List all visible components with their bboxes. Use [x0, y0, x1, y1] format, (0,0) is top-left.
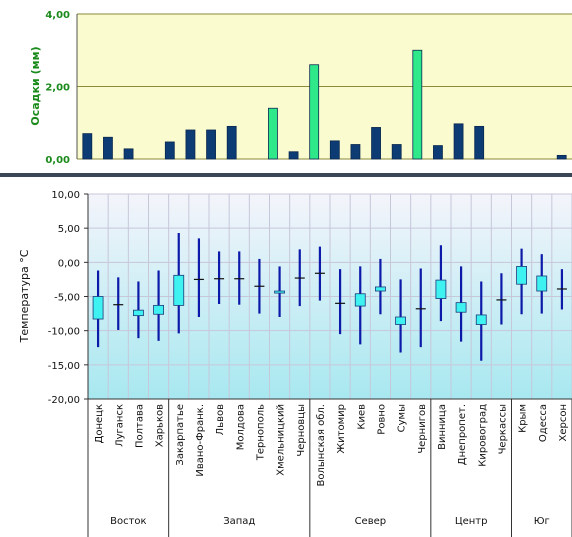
temperature-category-label: Молдова	[235, 404, 246, 450]
precip-bars	[82, 49, 567, 160]
precip-bar	[350, 144, 361, 160]
precip-panel: 0,00 2,00 4,00 Осадки (мм)	[29, 10, 572, 166]
precip-bar	[329, 140, 340, 160]
precip-grid	[76, 13, 572, 160]
temperature-body	[354, 293, 366, 307]
temperature-category-label: Тернополь	[255, 404, 266, 461]
region-group-label: Запад	[223, 516, 255, 527]
temperature-y-tick-label: -15,00	[48, 361, 80, 372]
temperature-category-label: Ровно	[376, 404, 387, 435]
temperature-grid	[84, 193, 572, 400]
temperature-y-axis-label: Температура °С	[18, 249, 31, 343]
temperature-category-label: Хмельницкий	[276, 404, 287, 476]
precip-bar	[412, 49, 423, 160]
precip-bar	[164, 141, 175, 160]
temperature-y-tick-label: -10,00	[48, 327, 80, 338]
precip-bar	[309, 64, 320, 160]
precip-bar	[268, 107, 278, 160]
temperature-category-label: Одесса	[538, 404, 549, 442]
precip-bar	[288, 151, 299, 160]
precip-bar	[453, 123, 464, 160]
precip-bar	[474, 125, 485, 160]
temperature-category-label: Крым	[518, 404, 529, 433]
temperature-body	[92, 296, 104, 320]
precip-bar	[82, 133, 93, 160]
temperature-body	[173, 274, 185, 306]
precip-bar	[103, 136, 113, 160]
temperature-body	[153, 304, 164, 315]
region-group-label: Север	[355, 516, 387, 527]
temperature-body	[455, 302, 467, 313]
temperature-category-label: Винница	[437, 404, 448, 450]
temperature-category-label: Львов	[215, 404, 226, 435]
precip-bar	[391, 144, 402, 160]
temperature-category-label: Ивано-Франк.	[195, 404, 206, 477]
precip-bar	[371, 127, 381, 160]
precip-y-axis-label: Осадки (мм)	[29, 46, 42, 125]
temperature-body	[516, 266, 527, 285]
precip-y-tick-label: 4,00	[45, 10, 70, 21]
precip-y-ticks: 0,00 2,00 4,00	[45, 10, 70, 166]
temperature-category-label: Житомир	[336, 404, 347, 454]
temperature-category-label: Донецк	[94, 404, 105, 443]
temperature-y-tick-label: 0,00	[58, 258, 80, 269]
temperature-body	[475, 314, 487, 325]
temperature-y-tick-label: 5,00	[58, 224, 80, 235]
temperature-category-label: Чернигов	[417, 404, 428, 454]
region-group-label: Центр	[455, 516, 488, 527]
temperature-body	[274, 290, 285, 294]
precip-bar	[226, 125, 237, 160]
temperature-candles	[92, 232, 567, 361]
temperature-category-label: Полтава	[134, 404, 145, 448]
temperature-body	[375, 286, 386, 292]
precip-bar	[206, 129, 216, 160]
panel-separator	[0, 173, 572, 177]
precip-bar	[556, 154, 567, 160]
temperature-category-label: Киев	[356, 404, 367, 430]
precip-y-tick-label: 0,00	[45, 155, 70, 166]
precip-bar	[185, 129, 196, 160]
temperature-category-label: Черкассы	[497, 404, 508, 454]
precip-y-tick-label: 2,00	[45, 83, 70, 94]
temperature-y-ticks: 10,00 5,00 0,00 -5,00 -10,00 -15,00 -20,00	[48, 190, 80, 406]
temperature-category-label: Волынская обл.	[316, 404, 327, 487]
precip-bar	[123, 148, 134, 160]
region-group-label: Восток	[110, 516, 146, 527]
temperature-y-tick-label: 10,00	[51, 190, 80, 201]
temperature-category-label: Днепропет.	[457, 404, 468, 465]
temperature-panel: 10,00 5,00 0,00 -5,00 -10,00 -15,00 -20,00 Дон…	[18, 190, 572, 537]
temperature-body	[536, 275, 548, 292]
temperature-category-labels: Донецк Луганск Полтава Харьков Закарпатье Ива…	[94, 404, 569, 487]
region-groups: Восток Запад Север Центр Юг	[87, 399, 572, 537]
temperature-category-label: Херсон	[558, 404, 569, 442]
temperature-y-tick-label: -20,00	[48, 395, 80, 406]
temperature-category-label: Харьков	[155, 404, 166, 447]
region-group-label: Юг	[534, 516, 550, 527]
temperature-category-label: Закарпатье	[175, 404, 186, 466]
precip-bar	[433, 145, 443, 160]
temperature-body	[435, 279, 447, 299]
temperature-body	[133, 309, 144, 317]
temperature-category-label: Сумы	[397, 404, 408, 432]
temperature-body	[395, 316, 406, 325]
temperature-y-tick-label: -5,00	[54, 293, 80, 304]
temperature-category-label: Черновцы	[296, 404, 307, 457]
temperature-category-label: Кировоград	[477, 404, 488, 467]
temperature-category-label: Луганск	[114, 404, 125, 447]
